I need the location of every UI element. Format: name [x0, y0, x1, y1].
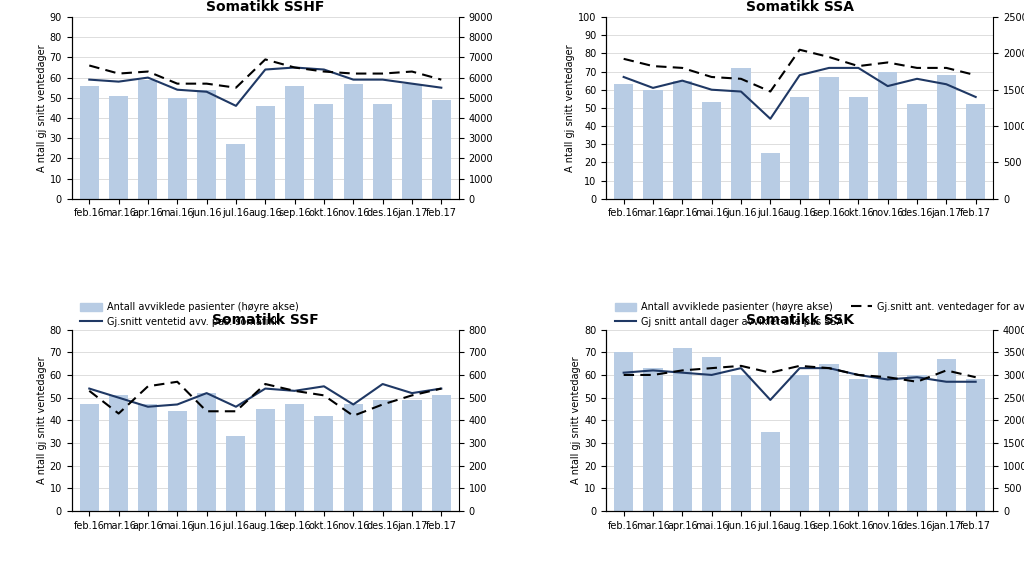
Bar: [285, 404, 304, 511]
Bar: [791, 375, 809, 511]
Bar: [731, 68, 751, 199]
Bar: [256, 106, 274, 199]
Y-axis label: A ntall gj snitt ventedager: A ntall gj snitt ventedager: [571, 357, 582, 484]
Y-axis label: A ntall gj snitt ventedager: A ntall gj snitt ventedager: [37, 357, 47, 484]
Bar: [373, 400, 392, 511]
Bar: [314, 104, 334, 199]
Bar: [432, 100, 451, 199]
Bar: [907, 375, 927, 511]
Bar: [849, 379, 868, 511]
Bar: [197, 90, 216, 199]
Bar: [791, 97, 809, 199]
Bar: [643, 368, 663, 511]
Bar: [373, 104, 392, 199]
Bar: [314, 416, 334, 511]
Bar: [226, 436, 246, 511]
Bar: [226, 144, 246, 199]
Bar: [702, 357, 721, 511]
Title: Somatikk SSHF: Somatikk SSHF: [206, 1, 325, 15]
Bar: [614, 352, 633, 511]
Bar: [879, 352, 897, 511]
Bar: [432, 395, 451, 511]
Bar: [819, 364, 839, 511]
Bar: [967, 105, 985, 199]
Bar: [138, 80, 158, 199]
Bar: [197, 393, 216, 511]
Bar: [80, 404, 98, 511]
Y-axis label: A ntall gj snitt ventedager: A ntall gj snitt ventedager: [37, 44, 47, 172]
Bar: [344, 404, 362, 511]
Bar: [402, 83, 422, 199]
Y-axis label: A ntall gj snitt ventedager: A ntall gj snitt ventedager: [565, 44, 575, 172]
Bar: [761, 432, 780, 511]
Bar: [80, 86, 98, 199]
Bar: [110, 96, 128, 199]
Bar: [937, 359, 955, 511]
Bar: [967, 379, 985, 511]
Bar: [907, 105, 927, 199]
Bar: [256, 409, 274, 511]
Bar: [110, 395, 128, 511]
Bar: [673, 81, 692, 199]
Title: Somatikk SSK: Somatikk SSK: [745, 313, 854, 327]
Bar: [731, 375, 751, 511]
Bar: [643, 90, 663, 199]
Bar: [879, 72, 897, 199]
Title: Somatikk SSF: Somatikk SSF: [212, 313, 318, 327]
Bar: [168, 411, 186, 511]
Bar: [673, 348, 692, 511]
Bar: [819, 77, 839, 199]
Title: Somatikk SSA: Somatikk SSA: [745, 1, 854, 15]
Bar: [138, 404, 158, 511]
Bar: [761, 153, 780, 199]
Legend: Antall avviklede pasienter (høyre akse), Gj.snitt ventetid avv. pas. somatikk, G: Antall avviklede pasienter (høyre akse),…: [77, 298, 409, 345]
Bar: [285, 86, 304, 199]
Bar: [402, 400, 422, 511]
Bar: [168, 98, 186, 199]
Bar: [614, 84, 633, 199]
Bar: [344, 83, 362, 199]
Legend: Antall avviklede pasienter (høyre akse), Gj snitt antall dager avviklet alle pas: Antall avviklede pasienter (høyre akse),…: [611, 298, 1024, 331]
Bar: [702, 102, 721, 199]
Bar: [849, 97, 868, 199]
Bar: [937, 75, 955, 199]
